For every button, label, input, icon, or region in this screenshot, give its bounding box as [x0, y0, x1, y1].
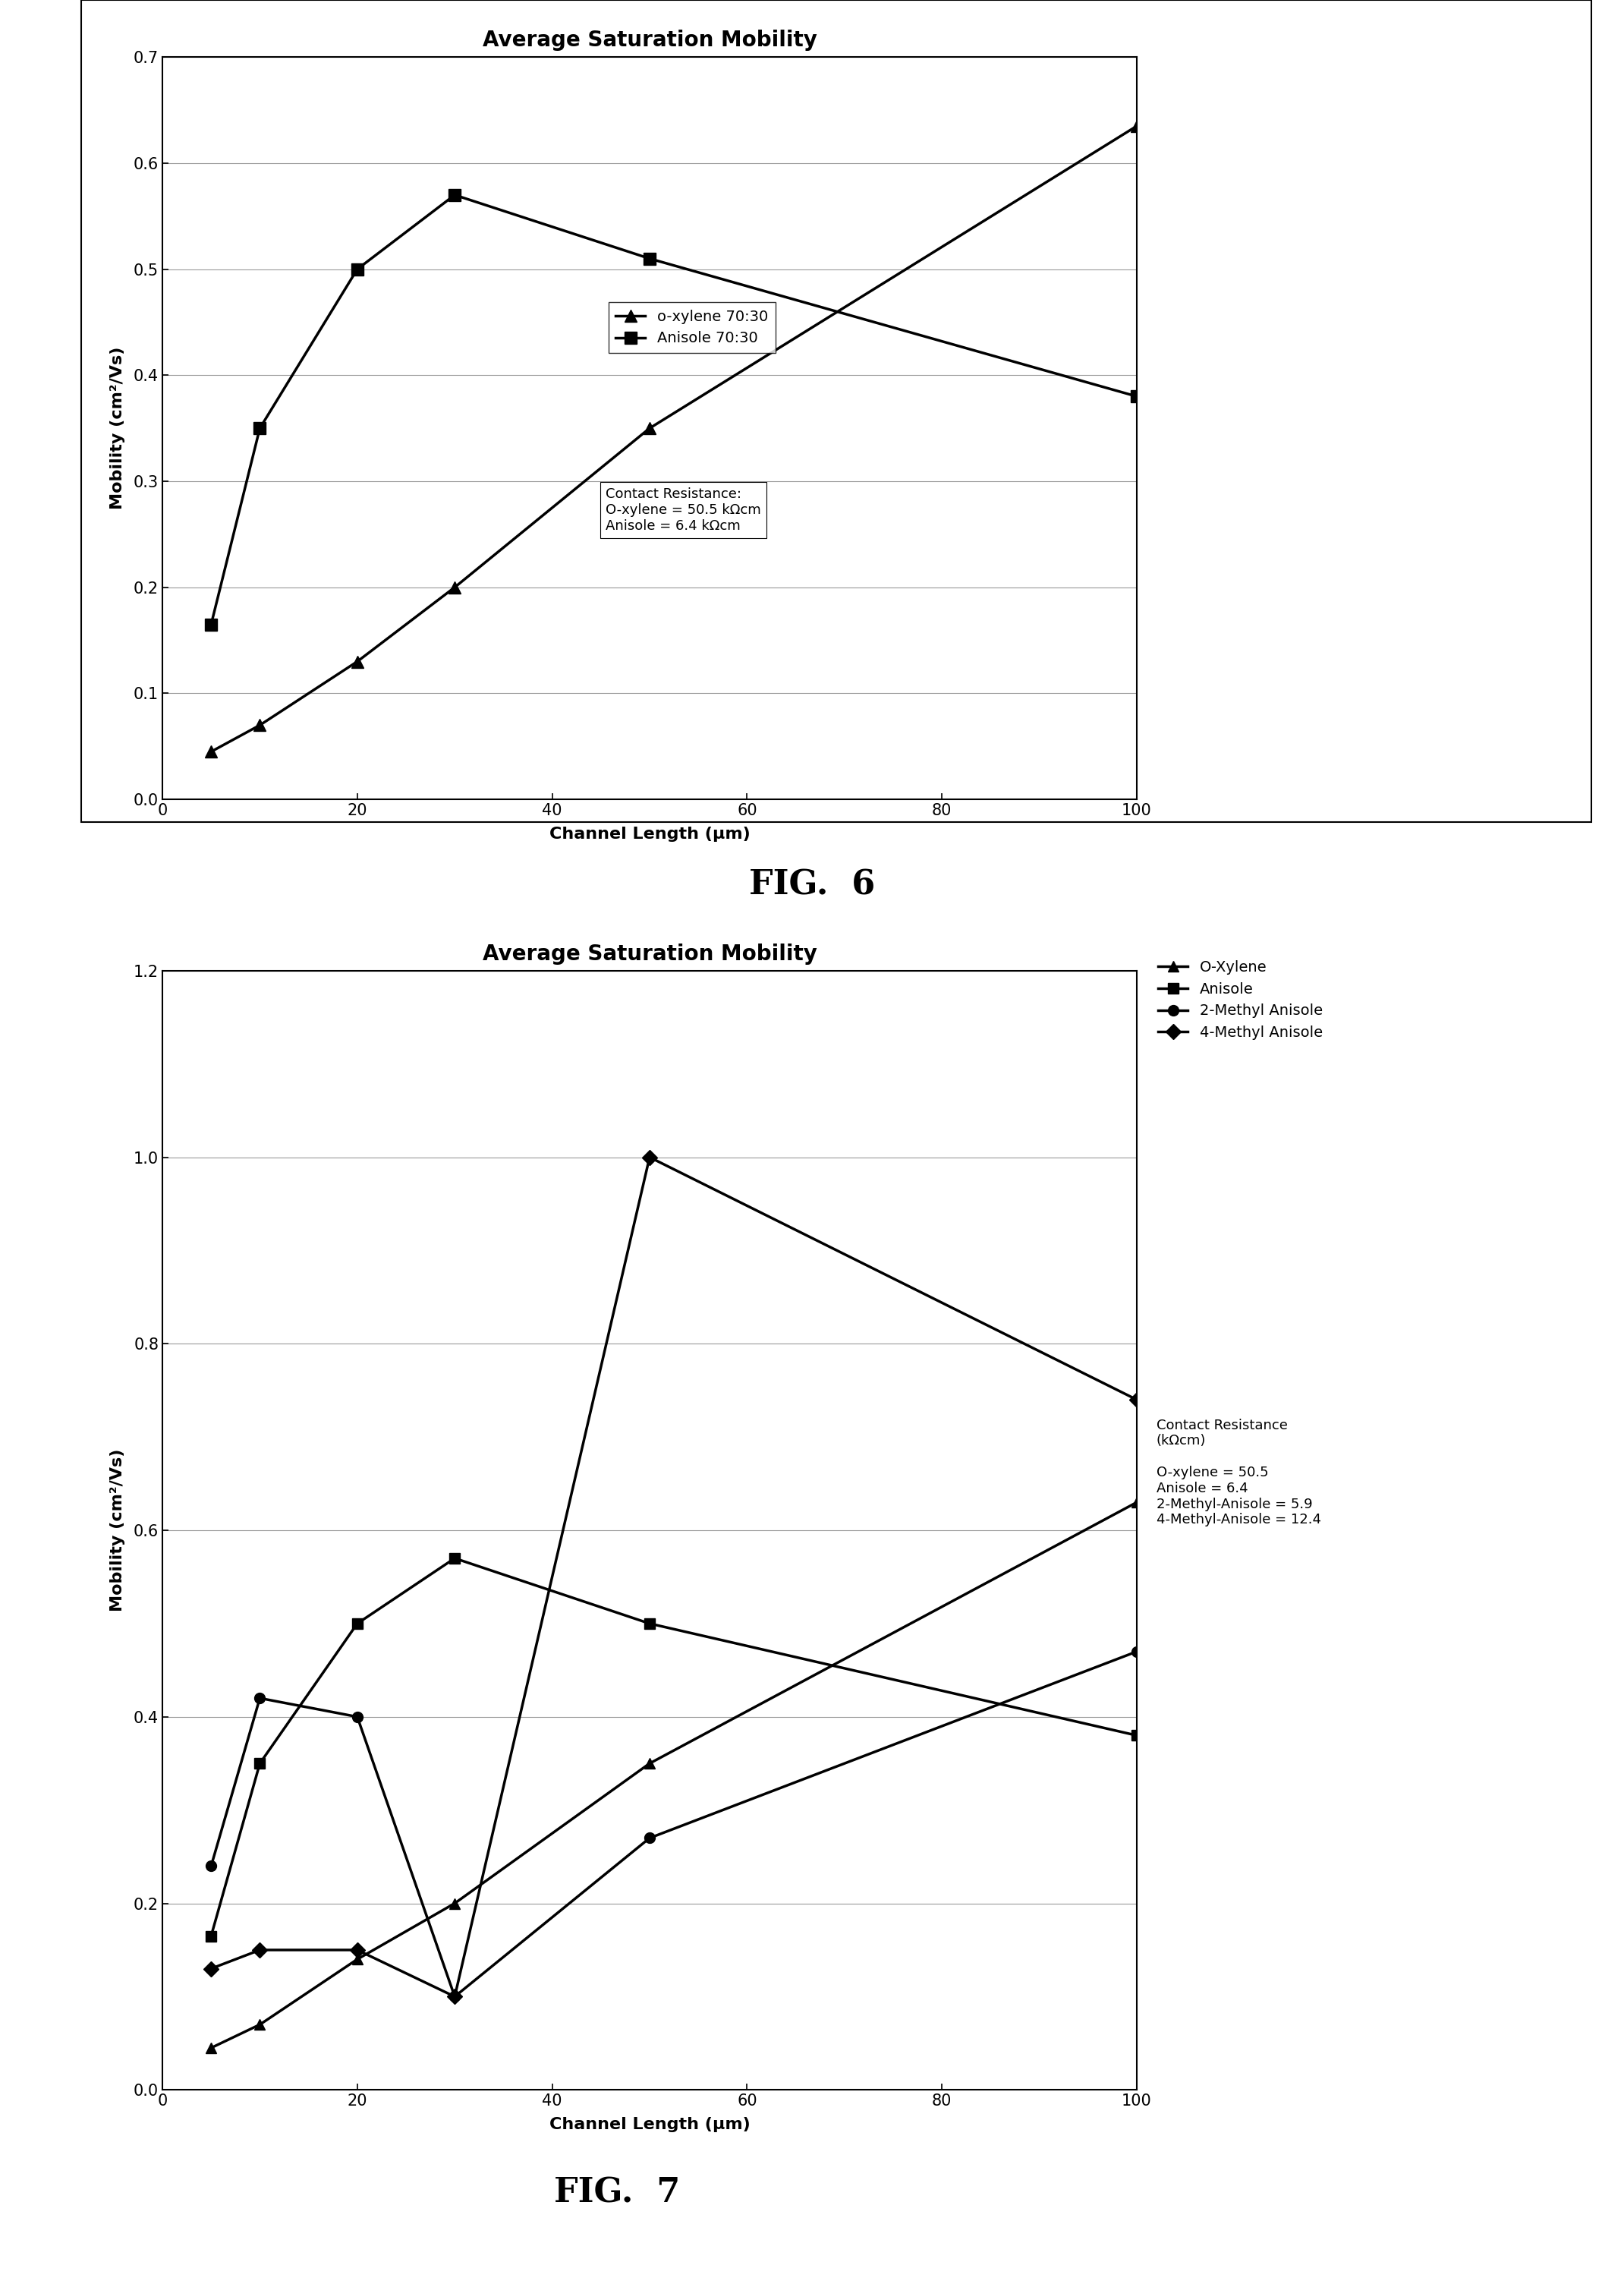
Anisole	[640, 1610, 659, 1638]
Text: Contact Resistance:
O-xylene = 50.5 kΩcm
Anisole = 6.4 kΩcm: Contact Resistance: O-xylene = 50.5 kΩcm…	[606, 489, 762, 532]
Line: 2-Methyl Anisole: 2-Methyl Anisole	[206, 1647, 1142, 2001]
o-xylene 70:30	[250, 713, 270, 740]
4-Methyl Anisole	[348, 1937, 367, 1964]
Anisole	[201, 1923, 221, 1951]
Anisole 70:30	[201, 610, 221, 637]
o-xylene 70:30	[348, 649, 367, 676]
Legend: o-xylene 70:30, Anisole 70:30: o-xylene 70:30, Anisole 70:30	[609, 301, 775, 354]
Line: O-Xylene: O-Xylene	[206, 1496, 1142, 2053]
Anisole	[348, 1610, 367, 1638]
Line: Anisole: Anisole	[206, 1553, 1142, 1941]
O-Xylene	[445, 1889, 464, 1916]
4-Methyl Anisole	[250, 1937, 270, 1964]
4-Methyl Anisole	[201, 1955, 221, 1983]
Text: Contact Resistance
(kΩcm)

O-xylene = 50.5
Anisole = 6.4
2-Methyl-Anisole = 5.9
: Contact Resistance (kΩcm) O-xylene = 50.…	[1156, 1418, 1320, 1526]
o-xylene 70:30	[201, 738, 221, 765]
Y-axis label: Mobility (cm²/Vs): Mobility (cm²/Vs)	[110, 1448, 125, 1613]
O-Xylene	[348, 1946, 367, 1973]
Anisole 70:30	[1127, 384, 1147, 411]
Title: Average Saturation Mobility: Average Saturation Mobility	[482, 30, 817, 50]
2-Methyl Anisole	[201, 1852, 221, 1880]
Line: o-xylene 70:30: o-xylene 70:30	[205, 121, 1143, 758]
Y-axis label: Mobility (cm²/Vs): Mobility (cm²/Vs)	[110, 347, 125, 509]
4-Methyl Anisole	[445, 1983, 464, 2010]
Text: FIG.  6: FIG. 6	[749, 868, 875, 902]
O-Xylene	[201, 2035, 221, 2062]
Anisole	[250, 1750, 270, 1777]
2-Methyl Anisole	[445, 1983, 464, 2010]
O-Xylene	[640, 1750, 659, 1777]
Anisole 70:30	[250, 416, 270, 443]
2-Methyl Anisole	[1127, 1638, 1147, 1665]
Line: Anisole 70:30: Anisole 70:30	[205, 190, 1143, 630]
o-xylene 70:30	[640, 416, 659, 443]
O-Xylene	[250, 2010, 270, 2037]
4-Methyl Anisole	[640, 1144, 659, 1172]
4-Methyl Anisole	[1127, 1386, 1147, 1414]
2-Methyl Anisole	[348, 1704, 367, 1731]
X-axis label: Channel Length (μm): Channel Length (μm)	[549, 827, 750, 843]
Anisole 70:30	[445, 180, 464, 208]
Text: FIG.  7: FIG. 7	[554, 2177, 680, 2209]
Anisole 70:30	[348, 256, 367, 283]
2-Methyl Anisole	[640, 1825, 659, 1852]
Title: Average Saturation Mobility: Average Saturation Mobility	[482, 943, 817, 964]
o-xylene 70:30	[1127, 112, 1147, 139]
Anisole 70:30	[640, 244, 659, 272]
Anisole	[445, 1544, 464, 1571]
Anisole	[1127, 1722, 1147, 1750]
O-Xylene	[1127, 1489, 1147, 1517]
X-axis label: Channel Length (μm): Channel Length (μm)	[549, 2117, 750, 2133]
o-xylene 70:30	[445, 573, 464, 601]
Line: 4-Methyl Anisole: 4-Methyl Anisole	[206, 1151, 1142, 2001]
2-Methyl Anisole	[250, 1686, 270, 1713]
Legend: O-Xylene, Anisole, 2-Methyl Anisole, 4-Methyl Anisole: O-Xylene, Anisole, 2-Methyl Anisole, 4-M…	[1155, 955, 1327, 1044]
